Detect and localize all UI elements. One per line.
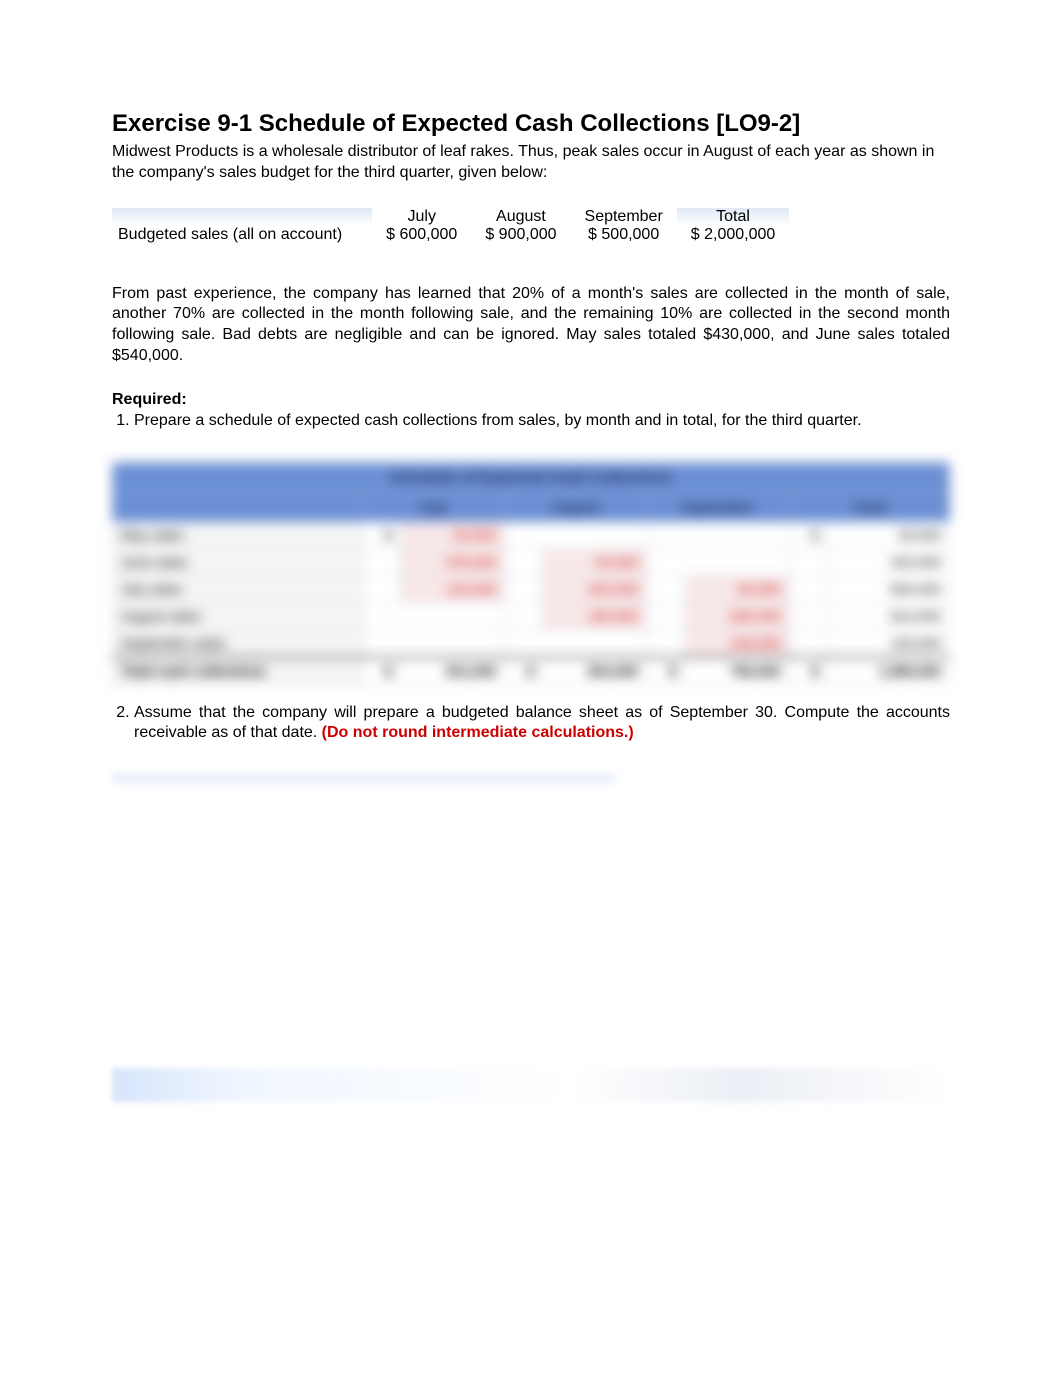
requirements-list: Prepare a schedule of expected cash coll… bbox=[112, 411, 950, 432]
blurred-schedule-table: Schedule of Expected Cash Collections Ju… bbox=[112, 462, 950, 685]
val-august: $ 900,000 bbox=[471, 226, 570, 244]
blur-col-july: July bbox=[362, 492, 504, 521]
requirement-2: Assume that the company will prepare a b… bbox=[134, 703, 950, 745]
val-july: $ 600,000 bbox=[372, 226, 471, 244]
blur-row-total: Total cash collections $ 541,000 $ 654,0… bbox=[113, 657, 950, 685]
val-total: $ 2,000,000 bbox=[677, 226, 790, 244]
blur-row-june: June sales 378,000 54,000 432,000 bbox=[113, 548, 950, 575]
val-september: $ 500,000 bbox=[571, 226, 677, 244]
blur-col-blank bbox=[113, 492, 363, 521]
fade-under-req2 bbox=[112, 774, 615, 788]
blur-col-august: August bbox=[505, 492, 647, 521]
row-label: Budgeted sales (all on account) bbox=[112, 226, 372, 244]
table-corner bbox=[112, 208, 372, 226]
required-label: Required: bbox=[112, 391, 950, 409]
experience-paragraph: From past experience, the company has le… bbox=[112, 284, 950, 367]
blur-row-july: July sales 120,000 420,000 60,000 600,00… bbox=[113, 575, 950, 602]
intro-paragraph: Midwest Products is a wholesale distribu… bbox=[112, 142, 950, 184]
blur-row-september: September sales 100,000 100,000 bbox=[113, 629, 950, 657]
budgeted-sales-table: July August September Total Budgeted sal… bbox=[112, 208, 789, 244]
blur-title: Schedule of Expected Cash Collections bbox=[113, 462, 950, 492]
blur-row-august: August sales 180,000 630,000 810,000 bbox=[113, 602, 950, 629]
col-august: August bbox=[471, 208, 570, 226]
blur-row-may: May sales $ 43,000 $ 43,000 bbox=[113, 521, 950, 548]
col-total: Total bbox=[677, 208, 790, 226]
bottom-fade-strip bbox=[112, 1068, 950, 1102]
blurred-solution-area: Schedule of Expected Cash Collections Ju… bbox=[112, 462, 950, 685]
col-july: July bbox=[372, 208, 471, 226]
req2-note: (Do not round intermediate calculations.… bbox=[322, 724, 634, 741]
requirements-list-2: Assume that the company will prepare a b… bbox=[112, 703, 950, 745]
requirement-1: Prepare a schedule of expected cash coll… bbox=[134, 411, 950, 432]
col-september: September bbox=[571, 208, 677, 226]
blur-col-september: September bbox=[647, 492, 789, 521]
exercise-title: Exercise 9-1 Schedule of Expected Cash C… bbox=[112, 110, 950, 138]
blur-col-total: Total bbox=[789, 492, 949, 521]
